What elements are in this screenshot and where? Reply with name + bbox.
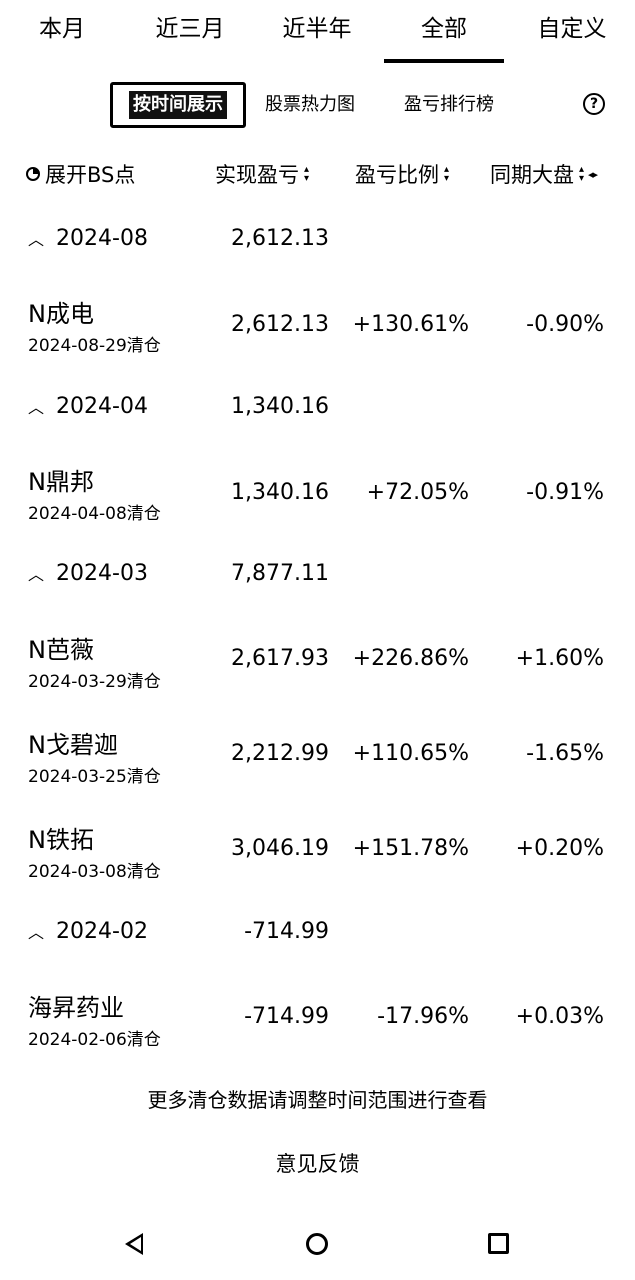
expand-bs-label: 展开BS点 [45, 163, 136, 187]
period-tabs: 本月 近三月 近半年 全部 自定义 [0, 0, 635, 63]
stock-close-date: 2024-03-25清仓 [28, 767, 161, 787]
month-total: 2,612.13 [231, 226, 329, 251]
collapse-caret-icon: ︿ [28, 565, 45, 584]
stock-pnl: 1,340.16 [231, 480, 329, 505]
feedback-link[interactable]: 意见反馈 [275, 1152, 360, 1176]
stock-pnl: 2,612.13 [231, 312, 329, 337]
collapse-caret-icon: ︿ [28, 398, 45, 417]
home-icon[interactable] [306, 1233, 328, 1255]
stock-market: -1.65% [526, 741, 604, 766]
month-label: ︿ 2024-02 [28, 919, 148, 944]
tab-three-months[interactable]: 近三月 [155, 16, 225, 42]
tab-all[interactable]: 全部 [421, 16, 467, 42]
time-view-button[interactable]: 按时间展示 [110, 82, 246, 128]
realized-pnl-header: 实现盈亏 [215, 163, 299, 187]
pnl-ratio-header: 盈亏比例 [355, 163, 439, 187]
month-text: 2024-08 [56, 226, 148, 251]
month-total: -714.99 [244, 919, 329, 944]
month-total: 7,877.11 [231, 561, 329, 586]
expand-bs-toggle[interactable]: 展开BS点 [26, 159, 135, 189]
help-icon[interactable]: ? [583, 93, 605, 115]
stock-market: +0.03% [515, 1004, 604, 1029]
stock-pnl: 2,212.99 [231, 741, 329, 766]
ranking-button[interactable]: 盈亏排行榜 [404, 94, 494, 115]
stock-close-date: 2024-02-06清仓 [28, 1030, 161, 1050]
tab-custom[interactable]: 自定义 [537, 16, 607, 42]
more-data-note: 更多清仓数据请调整时间范围进行查看 [147, 1088, 488, 1112]
tab-half-year[interactable]: 近半年 [282, 16, 352, 42]
stock-ratio: +151.78% [352, 836, 469, 861]
pie-icon [26, 167, 40, 181]
tab-this-month[interactable]: 本月 [39, 16, 85, 42]
market-header: 同期大盘 [490, 163, 574, 187]
stock-ratio: -17.96% [377, 1004, 469, 1029]
stock-ratio: +226.86% [352, 646, 469, 671]
month-label: ︿ 2024-04 [28, 394, 148, 419]
stock-ratio: +72.05% [366, 480, 469, 505]
collapse-caret-icon: ︿ [28, 230, 45, 249]
stock-close-date: 2024-03-29清仓 [28, 672, 161, 692]
stock-pnl: 2,617.93 [231, 646, 329, 671]
stock-name: N铁拓 [28, 826, 94, 854]
stock-name: N成电 [28, 300, 94, 328]
stock-name: N鼎邦 [28, 468, 94, 496]
stock-close-date: 2024-04-08清仓 [28, 504, 161, 524]
scroll-columns-icon[interactable]: ◂▸ [588, 167, 598, 181]
recent-apps-icon[interactable] [488, 1233, 509, 1254]
month-total: 1,340.16 [231, 394, 329, 419]
time-view-label: 按时间展示 [129, 91, 227, 119]
stock-market: +1.60% [515, 646, 604, 671]
view-switcher: 按时间展示 股票热力图 盈亏排行榜 ? [0, 82, 635, 130]
sort-pnl-ratio[interactable]: 盈亏比例 ▴ ▾ [355, 159, 449, 189]
sort-icon: ▴ ▾ [579, 164, 585, 184]
stock-ratio: +110.65% [352, 741, 469, 766]
table-header: 展开BS点 实现盈亏 ▴ ▾ 盈亏比例 ▴ ▾ 同期大盘 ▴ ▾ ◂▸ [0, 155, 635, 195]
stock-market: +0.20% [515, 836, 604, 861]
stock-name: N芭薇 [28, 636, 94, 664]
sort-realized-pnl[interactable]: 实现盈亏 ▴ ▾ [215, 159, 309, 189]
system-nav-bar [0, 1220, 635, 1280]
sort-market[interactable]: 同期大盘 ▴ ▾ ◂▸ [490, 159, 598, 189]
month-label: ︿ 2024-08 [28, 226, 148, 251]
stock-close-date: 2024-08-29清仓 [28, 336, 161, 356]
stock-pnl: 3,046.19 [231, 836, 329, 861]
stock-market: -0.91% [526, 480, 604, 505]
heatmap-button[interactable]: 股票热力图 [265, 94, 355, 115]
month-text: 2024-02 [56, 919, 148, 944]
month-text: 2024-03 [56, 561, 148, 586]
sort-icon: ▴ ▾ [304, 164, 310, 184]
collapse-caret-icon: ︿ [28, 923, 45, 942]
active-tab-indicator [384, 59, 504, 63]
stock-name: N戈碧迦 [28, 731, 118, 759]
month-text: 2024-04 [56, 394, 148, 419]
stock-market: -0.90% [526, 312, 604, 337]
back-icon[interactable] [125, 1233, 143, 1255]
stock-name: 海昇药业 [28, 994, 124, 1022]
stock-ratio: +130.61% [352, 312, 469, 337]
stock-close-date: 2024-03-08清仓 [28, 862, 161, 882]
month-label: ︿ 2024-03 [28, 561, 148, 586]
stock-pnl: -714.99 [244, 1004, 329, 1029]
sort-icon: ▴ ▾ [444, 164, 450, 184]
